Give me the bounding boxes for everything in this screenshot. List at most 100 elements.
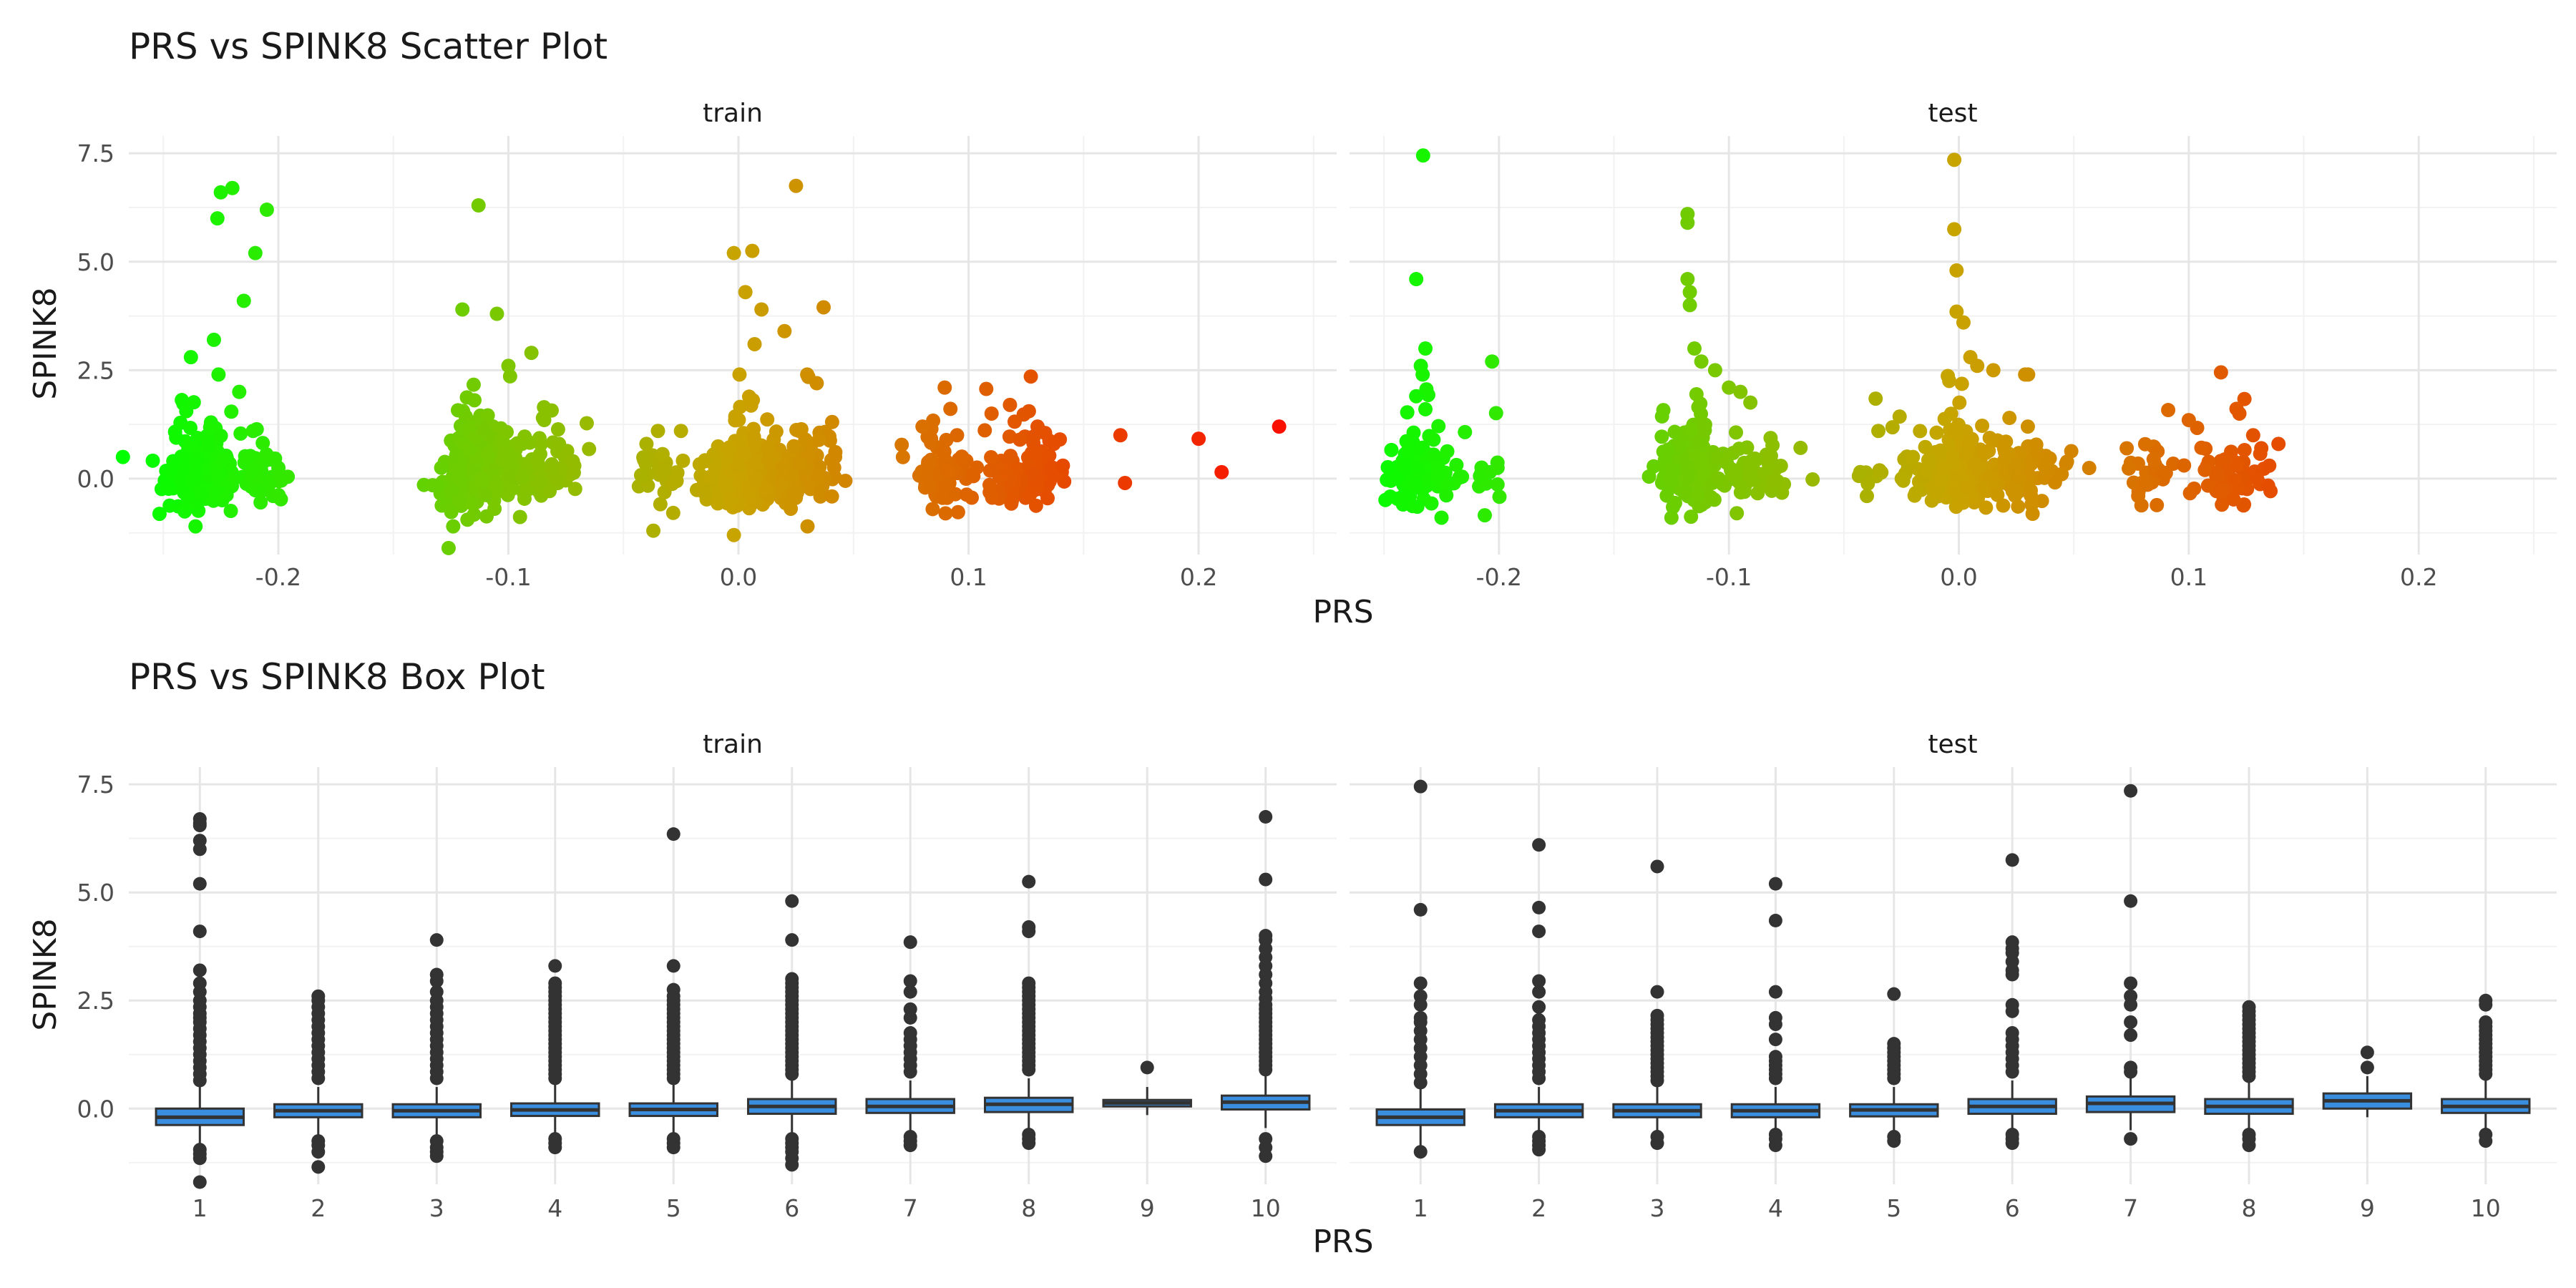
scatter-point	[2262, 458, 2277, 473]
scatter-point	[786, 439, 801, 454]
scatter-point	[1458, 424, 1473, 439]
box-outlier	[1022, 874, 1036, 889]
scatter-point	[726, 527, 741, 542]
box-outlier	[2124, 784, 2138, 798]
scatter-point	[2213, 365, 2228, 380]
box-outlier	[429, 1149, 444, 1163]
scatter-point	[259, 203, 274, 218]
scatter-point	[514, 436, 530, 452]
scatter-point	[211, 367, 226, 382]
scatter-point	[732, 367, 747, 382]
scatter-point	[233, 426, 248, 441]
scatter-point	[223, 504, 238, 519]
scatter-point	[703, 469, 718, 484]
box-outlier	[192, 1151, 207, 1166]
scatter-point	[512, 509, 527, 525]
scatter-point	[1733, 485, 1748, 500]
x-tick-label: 0.0	[1940, 563, 1977, 591]
scatter-point	[639, 436, 654, 452]
scatter-point	[175, 393, 190, 408]
box-outlier	[903, 974, 917, 988]
scatter-point	[1439, 488, 1454, 503]
box-outlier	[1532, 985, 1546, 999]
scatter-point	[1960, 479, 1975, 494]
x-tick-label: -0.1	[485, 563, 531, 591]
box-outlier	[1022, 1136, 1036, 1151]
scatter-point	[1694, 354, 1709, 369]
scatter-point	[1023, 369, 1038, 384]
box-outlier	[1259, 872, 1273, 887]
scatter-point	[1431, 419, 1446, 434]
scatter-point	[742, 486, 757, 501]
scatter-point	[2011, 469, 2026, 484]
scatter-point	[1682, 285, 1697, 300]
scatter-point	[1941, 369, 1956, 384]
box-outlier	[666, 827, 680, 841]
scatter-point	[2250, 472, 2265, 487]
scatter-point	[2021, 367, 2036, 382]
scatter-point	[982, 484, 997, 499]
scatter-point	[152, 507, 167, 522]
scatter-point	[449, 448, 464, 463]
scatter-point	[582, 441, 597, 457]
scatter-point	[1936, 471, 1951, 486]
scatter-point	[1921, 452, 1936, 467]
scatter-point	[232, 384, 247, 399]
box-outlier	[311, 1071, 326, 1085]
scatter-point	[1418, 341, 1433, 356]
scatter-point	[473, 472, 488, 487]
scatter-point	[1046, 436, 1061, 452]
y-tick-label: 0.0	[77, 465, 114, 493]
scatter-point	[2119, 441, 2135, 456]
scatter-point	[738, 285, 753, 300]
box-outlier	[429, 933, 444, 947]
box-outlier	[1413, 1075, 1428, 1090]
scatter-point	[1704, 489, 1719, 504]
box-outlier	[1532, 838, 1546, 852]
scatter-point	[776, 459, 791, 474]
x-tick-label: 8	[1021, 1194, 1036, 1222]
scatter-point	[791, 456, 806, 471]
box-outlier	[1413, 1145, 1428, 1159]
scatter-point	[915, 419, 930, 434]
scatter-point	[1397, 459, 1412, 474]
scatter-point	[1646, 459, 1662, 474]
box-outlier	[785, 1067, 799, 1081]
box-outlier	[548, 1071, 562, 1085]
scatter-point	[1659, 488, 1674, 503]
box-outlier	[2360, 1045, 2374, 1060]
box-outlier	[192, 1073, 207, 1088]
scatter-point	[745, 243, 760, 258]
box-outlier	[1532, 1143, 1546, 1157]
box-outlier	[311, 1145, 326, 1159]
box-outlier	[1768, 877, 1782, 891]
x-tick-label: 1	[1413, 1194, 1428, 1222]
scatter-point	[1949, 263, 1964, 278]
scatter-point	[2146, 452, 2161, 467]
scatter-point	[2229, 457, 2244, 472]
scatter-point	[2064, 444, 2079, 459]
scatter-point	[1767, 473, 1782, 488]
scatter-point	[201, 439, 216, 454]
x-tick-label: -0.1	[1706, 563, 1752, 591]
scatter-point	[530, 455, 545, 470]
scatter-point	[1948, 485, 1963, 500]
scatter-point	[462, 442, 477, 457]
box-outlier	[192, 1175, 207, 1189]
box-outlier	[1532, 1071, 1546, 1085]
scatter-point	[1697, 423, 1712, 438]
box-outlier	[2479, 1134, 2493, 1148]
box-outlier	[903, 1138, 917, 1153]
scatter-point	[938, 477, 953, 492]
scatter-point	[2001, 447, 2016, 462]
scatter-point	[1951, 417, 1966, 432]
box-outlier	[1887, 987, 1901, 1001]
scatter-point	[1434, 510, 1449, 525]
scatter-point	[552, 436, 567, 452]
scatter-point	[2039, 454, 2054, 469]
box-outlier	[2124, 1132, 2138, 1146]
x-tick-label: 0.2	[2400, 563, 2437, 591]
scatter-point	[2082, 461, 2097, 476]
x-tick-label: 1	[192, 1194, 208, 1222]
scatter-point	[1750, 486, 1765, 501]
